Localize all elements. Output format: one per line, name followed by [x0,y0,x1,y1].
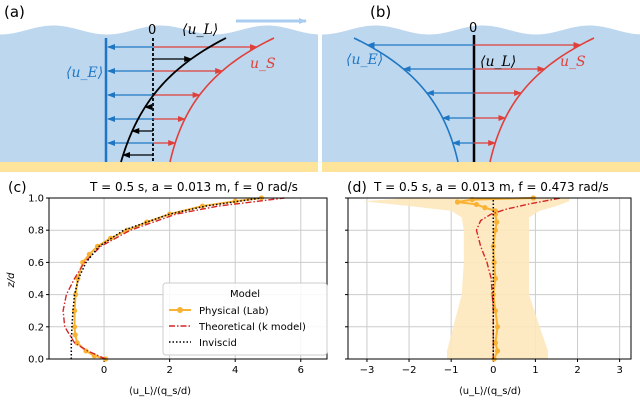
panel-a-uS-label: u_S [250,56,276,72]
y-tick-label: 1.0 [28,194,44,205]
x-tick-label: 2 [166,365,172,376]
x-tick-label: 1 [532,365,538,376]
lab-data-point [494,348,501,354]
x-tick-label: −2 [402,365,417,376]
y-tick-label: 0.2 [28,322,44,333]
chart-d-label: (d) [347,180,367,196]
series-theoretical-k-model- [475,197,561,359]
lab-data-point [83,348,89,354]
panel-a-zero: 0 [148,23,156,38]
water-a [0,25,318,163]
panel-a-uE-label: ⟨u_E⟩ [66,65,103,81]
lab-data-point [492,208,498,214]
legend-entry-inviscid: Inviscid [199,338,237,349]
lab-data-point [492,227,498,233]
lab-data-point [492,275,498,282]
legend-marker-lab [177,307,183,313]
lagrangian-mean-curve-a [120,37,227,163]
lab-spread-band [362,198,570,359]
schematic-panels [0,18,640,172]
lab-data-point [482,205,488,211]
series-inviscid [70,197,262,359]
lab-data-point [72,332,78,338]
plot-frame [347,197,632,360]
x-tick-label: −3 [360,365,375,376]
lab-data-point [94,243,101,249]
x-tick-label: 0 [490,365,496,376]
chart-c-title: T = 0.5 s, a = 0.013 m, f = 0 rad/s [89,180,298,194]
x-tick-label: 3 [616,365,622,376]
lab-data-point [491,259,497,265]
x-tick-label: 2 [574,365,580,376]
water-b [322,25,640,163]
chart-c-xlabel: ⟨u_L⟩/(q_s/d) [129,386,191,397]
chart-d: −3 −2 −1 0 1 2 3 [345,195,632,376]
panel-a-label: (a) [4,3,25,21]
lab-data-point [86,251,92,257]
panel-b-uL-label: ⟨u_L⟩ [480,54,516,70]
panel-b-label: (b) [370,3,391,21]
plot-frame [48,197,328,360]
y-tick-label: 0.4 [28,290,44,301]
chart-c-label: (c) [8,180,27,196]
lab-data-point [473,201,480,208]
lab-data-point [91,353,97,359]
stokes-drift-curve-b [489,37,595,163]
chart-c-ylabel: z/d [6,272,17,289]
chart-d-title: T = 0.5 s, a = 0.013 m, f = 0.473 rad/s [373,180,609,194]
lab-data-point [492,340,498,346]
panel-b-uS-label: u_S [560,54,586,70]
lab-data-point [494,324,501,330]
x-tick-label: 6 [298,365,304,376]
stokes-drift-curve-a [169,37,275,163]
x-tick-label: 4 [232,365,238,376]
lab-data-point [454,199,461,205]
lab-data-point [492,308,498,314]
seabed-a [0,162,318,172]
panel-b-zero: 0 [469,21,477,36]
legend-entry-theory: Theoretical (k model) [198,322,306,333]
lab-data-point [80,259,86,265]
y-tick-label: 0.0 [28,355,44,366]
eulerian-mean-curve-b [353,37,459,163]
y-tick-label: 0.6 [28,258,44,269]
panel-a-uL-label: ⟨u_L⟩ [182,22,218,38]
lab-data-point [74,340,80,346]
chart-legend: Model Physical (Lab) Theoretical (k mode… [162,282,328,356]
chart-panels: 0 2 4 6 0.0 0.2 0.4 0.6 0.8 1.0 −3 −2 −1 0 1 2 3 [28,194,632,376]
seabed-b [322,162,640,172]
lab-data-point [71,324,78,330]
series-theoretical-k-model- [62,197,285,360]
y-tick-label: 0.8 [28,226,44,237]
x-tick-label: 0 [101,365,107,376]
chart-d-xlabel: ⟨u_L⟩/(q_s/d) [459,386,521,397]
legend-entry-lab: Physical (Lab) [199,306,269,317]
x-tick-label: −1 [444,365,459,376]
panel-b-uE-label: ⟨u_E⟩ [346,52,383,68]
legend-title: Model [230,289,260,300]
lab-data-point [494,219,500,225]
series-physical-lab- [457,197,534,360]
legend-box [162,282,328,356]
